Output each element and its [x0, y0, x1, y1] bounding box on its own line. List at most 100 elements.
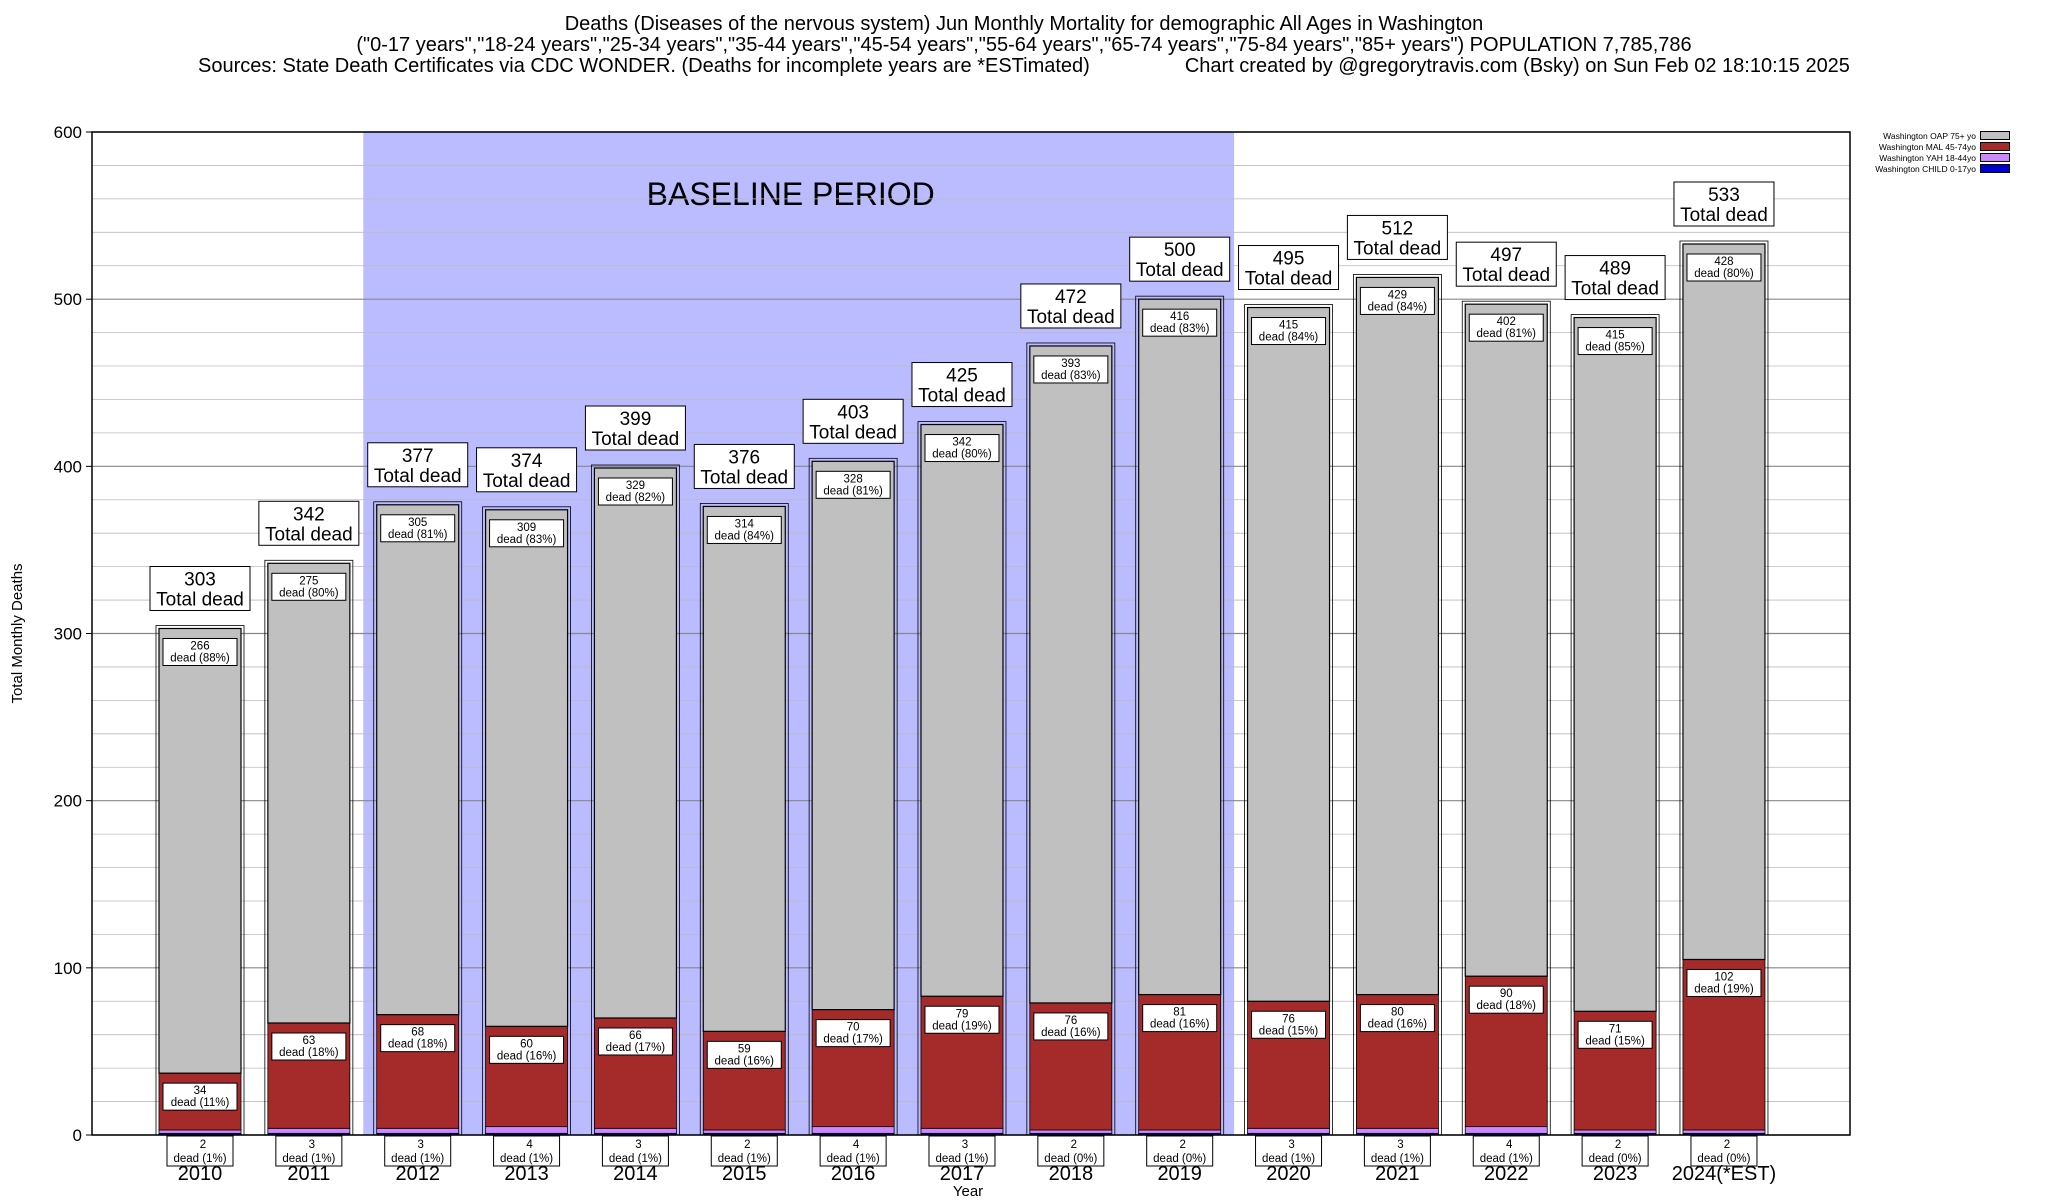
yah-value-label: 3 [1288, 1139, 1294, 1151]
y-tick-label: 400 [54, 457, 82, 476]
yah-pct-label: dead (1%) [935, 1153, 988, 1165]
bar-segment-yah [485, 1126, 568, 1134]
oap-label-box [1033, 355, 1109, 384]
mal-label-box [815, 1019, 891, 1048]
mal-value-label: 34 [194, 1085, 207, 1097]
chart-title: Deaths (Diseases of the nervous system) … [564, 13, 1484, 35]
yah-label-box [819, 1135, 887, 1167]
mal-label-box [380, 1024, 456, 1053]
oap-label-box [597, 477, 673, 506]
yah-pct-label: dead (1%) [1262, 1153, 1315, 1165]
bar-segment-yah [1464, 1126, 1548, 1134]
yah-pct-label: dead (1%) [718, 1153, 771, 1165]
bar-segment-oap [158, 627, 242, 1074]
mal-value-label: 90 [1500, 988, 1513, 1000]
x-tick-label: 2010 [178, 1163, 223, 1185]
mal-label-box [706, 1040, 782, 1069]
x-axis-label: Year [953, 1183, 983, 1200]
y-tick-label: 100 [54, 959, 82, 978]
mal-pct-label: dead (17%) [823, 1034, 883, 1046]
total-label-box [693, 443, 795, 489]
oap-value-label: 415 [1606, 330, 1625, 342]
legend-item-yah: Washington YAH 18-44yo [1790, 152, 2010, 163]
x-tick-label: 2020 [1266, 1163, 1311, 1185]
oap-pct-label: dead (84%) [1259, 332, 1319, 344]
mal-label-box [271, 1032, 347, 1061]
total-value-label: 497 [1490, 245, 1522, 266]
total-label-box [584, 405, 686, 451]
total-dead-label: Total dead [700, 467, 788, 488]
yah-pct-label: dead (1%) [1371, 1153, 1424, 1165]
yah-value-label: 3 [309, 1139, 315, 1151]
total-value-label: 342 [293, 504, 325, 525]
oap-label-box [380, 514, 456, 543]
total-value-label: 399 [620, 409, 652, 430]
x-tick-label: 2011 [287, 1163, 330, 1185]
bar-segment-oap [593, 467, 678, 1019]
total-value-label: 377 [402, 446, 434, 467]
yah-value-label: 3 [418, 1139, 424, 1151]
bar-segment-yah [158, 1129, 242, 1134]
x-tick-label: 2021 [1375, 1163, 1420, 1185]
bar-segment-oap [376, 504, 460, 1016]
mal-pct-label: dead (11%) [171, 1097, 230, 1109]
total-value-label: 376 [728, 447, 760, 468]
x-tick-label: 2012 [395, 1163, 440, 1185]
oap-pct-label: dead (81%) [388, 529, 448, 541]
total-dead-label: Total dead [156, 589, 244, 610]
mal-label-box [1033, 1012, 1109, 1041]
yah-pct-label: dead (0%) [1044, 1153, 1097, 1165]
mal-value-label: 68 [411, 1027, 424, 1039]
oap-value-label: 328 [844, 473, 863, 485]
mal-value-label: 60 [520, 1038, 533, 1050]
legend-label-yah: Washington YAH 18-44yo [1879, 152, 1976, 163]
total-label-box [1346, 214, 1448, 260]
legend-label-oap: Washington OAP 75+ yo [1883, 130, 1976, 141]
bar-segment-yah [1138, 1129, 1222, 1134]
sources-text: Sources: State Death Certificates via CD… [198, 55, 1090, 77]
oap-label-box [1686, 253, 1762, 282]
oap-label-box [706, 515, 782, 544]
bar-segment-oap [1138, 298, 1222, 996]
mal-value-label: 70 [847, 1022, 860, 1034]
oap-value-label: 415 [1279, 320, 1298, 332]
mal-pct-label: dead (15%) [1585, 1035, 1645, 1047]
yah-value-label: 4 [1506, 1139, 1513, 1151]
mal-label-box [1686, 968, 1762, 997]
total-label-box [802, 398, 904, 444]
oap-label-box [924, 434, 1000, 463]
x-tick-label: 2016 [831, 1163, 876, 1185]
mal-pct-label: dead (16%) [715, 1055, 775, 1067]
mal-pct-label: dead (18%) [388, 1039, 448, 1051]
oap-pct-label: dead (85%) [1585, 342, 1645, 354]
oap-pct-label: dead (81%) [823, 485, 883, 497]
oap-value-label: 416 [1170, 311, 1189, 323]
mal-label-box [1468, 985, 1544, 1014]
total-dead-label: Total dead [374, 466, 462, 487]
yah-value-label: 2 [1724, 1139, 1730, 1151]
oap-label-box [815, 470, 891, 499]
total-value-label: 533 [1708, 185, 1740, 206]
total-value-label: 403 [837, 402, 869, 423]
total-value-label: 500 [1164, 240, 1196, 261]
yah-label-box [1690, 1135, 1758, 1167]
oap-value-label: 266 [190, 640, 209, 652]
chart-sources: Sources: State Death Certificates via CD… [0, 56, 2048, 77]
y-tick-label: 300 [54, 625, 82, 644]
bar-segment-oap [811, 460, 895, 1011]
oap-label-box [1142, 308, 1218, 337]
yah-label-box [928, 1135, 996, 1167]
total-label-box [149, 565, 251, 611]
mal-label-box [1359, 1004, 1435, 1033]
yah-value-label: 4 [526, 1139, 533, 1151]
oap-value-label: 429 [1388, 289, 1407, 301]
oap-value-label: 342 [952, 437, 971, 449]
mal-label-box [1142, 1004, 1218, 1033]
yah-pct-label: dead (1%) [609, 1153, 662, 1165]
total-dead-label: Total dead [1680, 205, 1768, 226]
mal-value-label: 66 [629, 1030, 642, 1042]
yah-pct-label: dead (1%) [1480, 1153, 1533, 1165]
legend-swatch-child [1980, 164, 2010, 173]
yah-label-box [166, 1135, 234, 1167]
bar-segment-oap [1682, 243, 1766, 961]
